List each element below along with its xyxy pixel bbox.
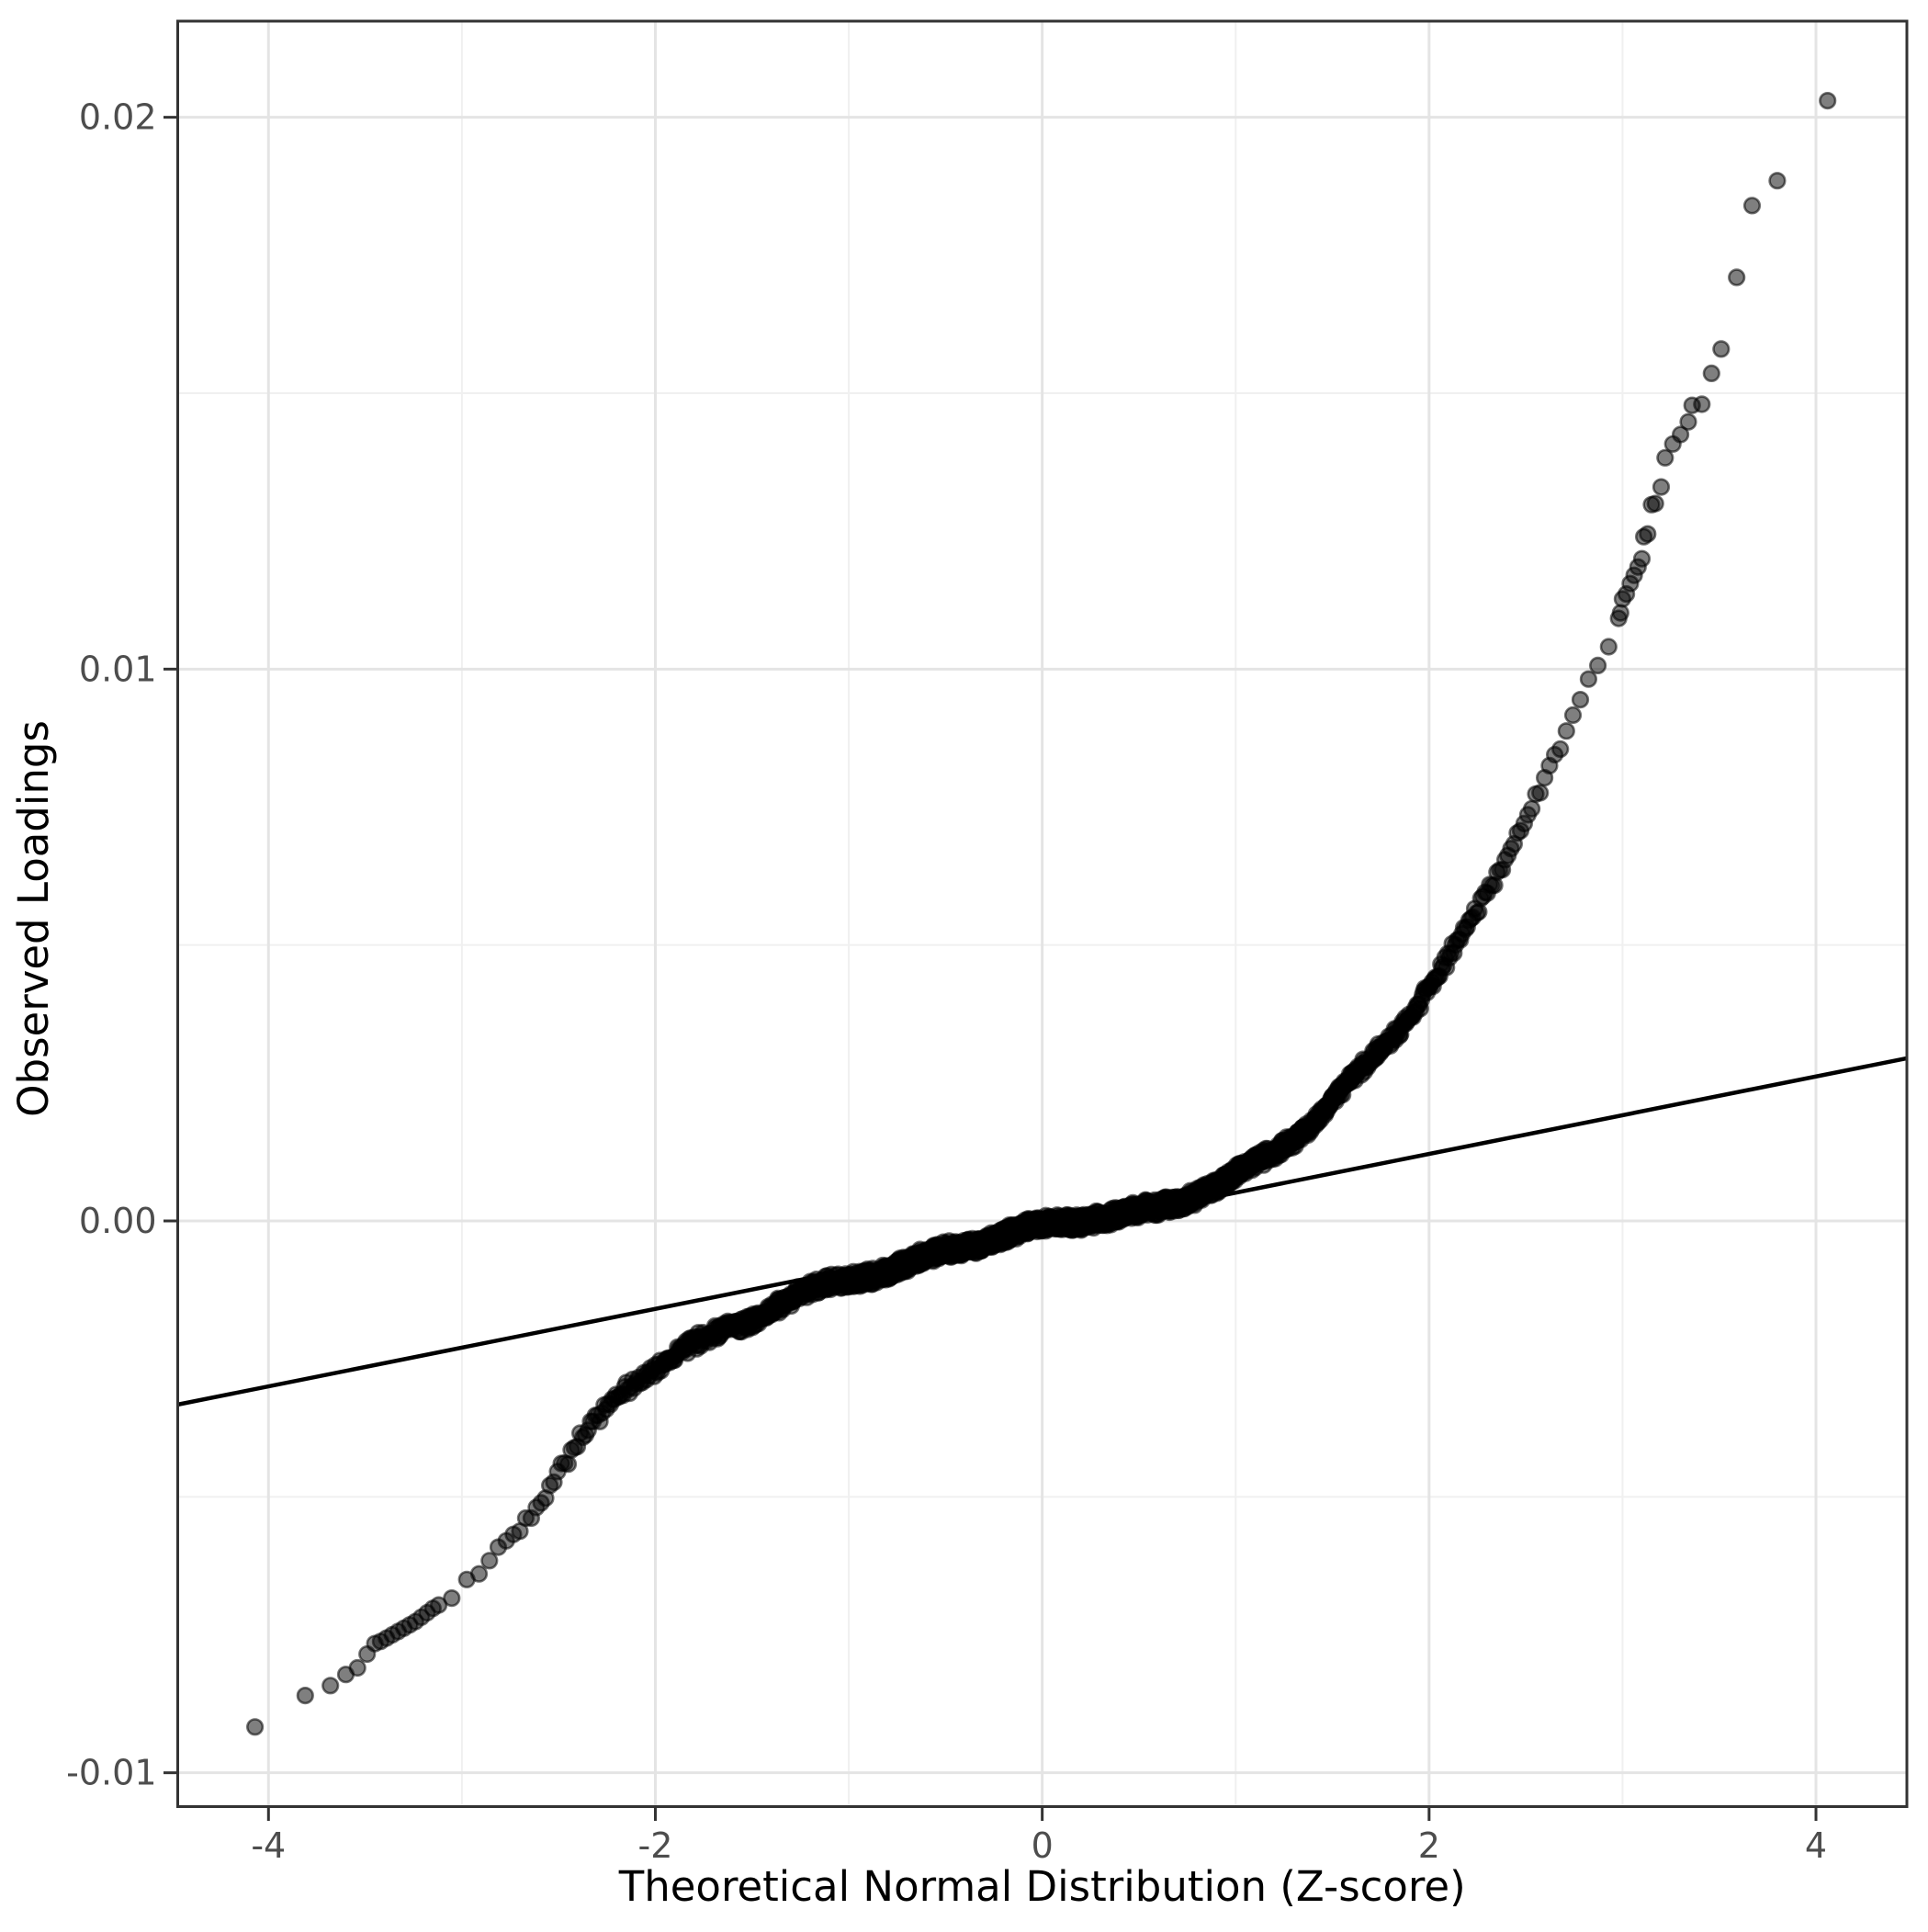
data-point <box>1639 525 1657 543</box>
x-axis-tick-labels: -4 -2 0 2 4 <box>251 1825 1827 1866</box>
data-point <box>1712 340 1731 358</box>
data-point <box>1551 740 1570 759</box>
data-point <box>1571 690 1590 709</box>
axis-tick-marks <box>163 116 1818 1821</box>
data-point <box>1563 706 1583 725</box>
y-tick-label: -0.01 <box>66 1753 156 1793</box>
data-point <box>1671 425 1690 444</box>
data-point <box>1728 268 1746 287</box>
y-tick-label: 0.02 <box>79 97 157 138</box>
x-tick-label: 2 <box>1418 1825 1440 1866</box>
panel-border <box>176 19 1909 1808</box>
reference-line <box>177 1056 1908 1407</box>
data-point <box>246 1718 265 1736</box>
y-axis-title: Observed Loadings <box>9 720 58 1117</box>
x-tick-label: 0 <box>1032 1825 1054 1866</box>
x-tick-label: -2 <box>638 1825 673 1866</box>
y-axis-tick-labels: -0.01 0.00 0.01 0.02 <box>66 97 156 1793</box>
data-point <box>1632 549 1652 568</box>
data-point <box>1679 412 1697 431</box>
data-point <box>296 1686 314 1705</box>
data-point <box>321 1677 340 1695</box>
data-point <box>558 1455 578 1474</box>
data-point <box>1819 91 1837 110</box>
y-tick-label: 0.01 <box>79 649 157 689</box>
data-point <box>1768 172 1787 190</box>
x-tick-label: -4 <box>251 1825 286 1866</box>
x-axis-title: Theoretical Normal Distribution (Z-score… <box>618 1862 1466 1911</box>
x-tick-label: 4 <box>1805 1825 1827 1866</box>
data-point <box>1557 722 1575 740</box>
data-point <box>1522 799 1541 818</box>
data-point <box>1531 784 1550 802</box>
data-point <box>1656 448 1674 467</box>
data-point <box>1742 197 1762 215</box>
data-point <box>1588 656 1607 675</box>
data-point <box>1646 494 1664 513</box>
data-point <box>1702 364 1720 383</box>
data-point <box>480 1552 499 1570</box>
data-point <box>1579 670 1597 688</box>
data-point <box>443 1588 461 1608</box>
data-point <box>1693 395 1711 413</box>
data-point <box>469 1565 489 1583</box>
data-point <box>1599 638 1618 656</box>
data-point <box>1652 478 1671 496</box>
y-tick-label: 0.00 <box>79 1201 157 1241</box>
data-point <box>348 1658 366 1678</box>
